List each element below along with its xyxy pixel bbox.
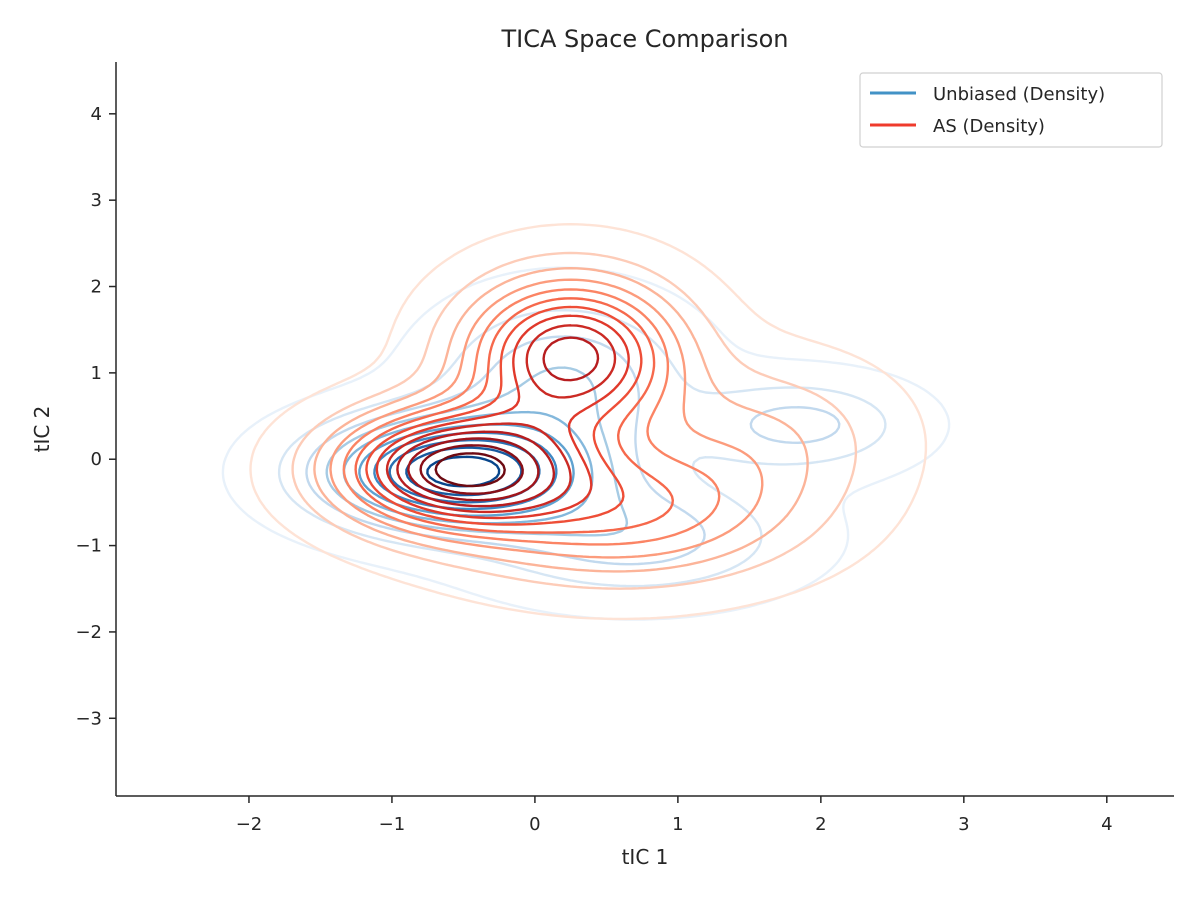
y-tick-label: 3 (91, 190, 102, 211)
y-tick-label: −2 (75, 622, 102, 643)
contour-level (365, 305, 643, 526)
contour-level (373, 431, 558, 511)
axes: −2 −1 0 1 2 3 4 −3 −2 −1 0 1 2 3 4 (75, 62, 1174, 835)
contour-level (325, 366, 629, 537)
y-tick-label: 0 (91, 449, 102, 470)
contour-layer (221, 223, 951, 621)
x-tick-label: −2 (236, 814, 263, 835)
contour-level (434, 452, 506, 488)
y-tick-label: 2 (91, 277, 102, 298)
contour-level (291, 251, 858, 590)
x-tick-label: 4 (1101, 814, 1112, 835)
contour-level (329, 278, 764, 559)
x-axis-label: tIC 1 (622, 845, 669, 869)
y-tick-label: 1 (91, 363, 102, 384)
contour-level (342, 288, 721, 546)
x-tick-label: −1 (379, 814, 406, 835)
contour-level (221, 266, 951, 621)
x-ticks: −2 −1 0 1 2 3 4 (236, 796, 1113, 835)
y-tick-label: −1 (75, 536, 102, 557)
contour-level (313, 267, 809, 573)
contour-series-unbiased (221, 266, 951, 621)
x-tick-label: 0 (529, 814, 540, 835)
contour-level (305, 335, 841, 566)
y-tick-label: −3 (75, 708, 102, 729)
legend: Unbiased (Density) AS (Density) (859, 72, 1163, 148)
y-axis-label: tIC 2 (30, 406, 54, 453)
x-tick-label: 2 (815, 814, 826, 835)
contour-level (354, 297, 674, 534)
legend-frame (859, 72, 1163, 148)
y-tick-label: 4 (91, 104, 102, 125)
legend-label-unbiased: Unbiased (Density) (933, 84, 1105, 105)
contour-level (249, 223, 928, 621)
contour-level (375, 314, 630, 520)
contour-level (426, 455, 501, 488)
chart-title: TICA Space Comparison (500, 25, 788, 53)
contour-level (385, 324, 617, 514)
x-tick-label: 1 (672, 814, 683, 835)
x-tick-label: 3 (958, 814, 969, 835)
y-ticks: −3 −2 −1 0 1 2 3 4 (75, 104, 116, 729)
contour-level (396, 336, 600, 508)
legend-label-as: AS (Density) (933, 116, 1045, 137)
contour-series-as (249, 223, 928, 621)
contour-level (407, 437, 540, 502)
contour-level (419, 444, 524, 495)
